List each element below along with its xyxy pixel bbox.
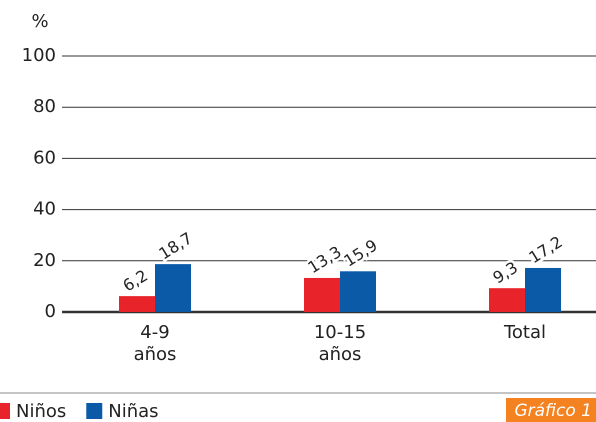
caption: Gráfico 1 [506, 398, 596, 422]
bar [155, 264, 191, 312]
value-label: 9,3 [489, 258, 521, 288]
y-tick-label: 40 [33, 199, 56, 220]
y-tick-label: 60 [33, 147, 56, 168]
value-label: 13,3 [304, 242, 344, 277]
value-label: 6,2 [119, 266, 151, 296]
bar [489, 288, 525, 312]
y-axis-label: % [31, 11, 48, 32]
bar [304, 277, 340, 312]
bar [119, 296, 155, 312]
value-label: 18,7 [155, 228, 195, 263]
y-tick-label: 80 [33, 96, 56, 117]
value-label: 15,9 [340, 236, 380, 271]
legend-swatch [86, 403, 103, 419]
y-tick-label: 20 [33, 250, 56, 271]
bar [340, 271, 376, 312]
y-tick-label: 0 [45, 301, 56, 322]
x-tick-label: Total [503, 322, 547, 343]
value-label: 17,2 [525, 232, 565, 267]
legend-label: Niñas [108, 401, 158, 422]
legend-label: Niños [16, 401, 66, 422]
y-tick-label: 100 [22, 45, 56, 66]
bar [525, 267, 561, 312]
x-tick-label: 10-15 años [313, 322, 367, 365]
x-tick-label: 4-9 años [133, 322, 177, 365]
legend-swatch [0, 403, 10, 419]
